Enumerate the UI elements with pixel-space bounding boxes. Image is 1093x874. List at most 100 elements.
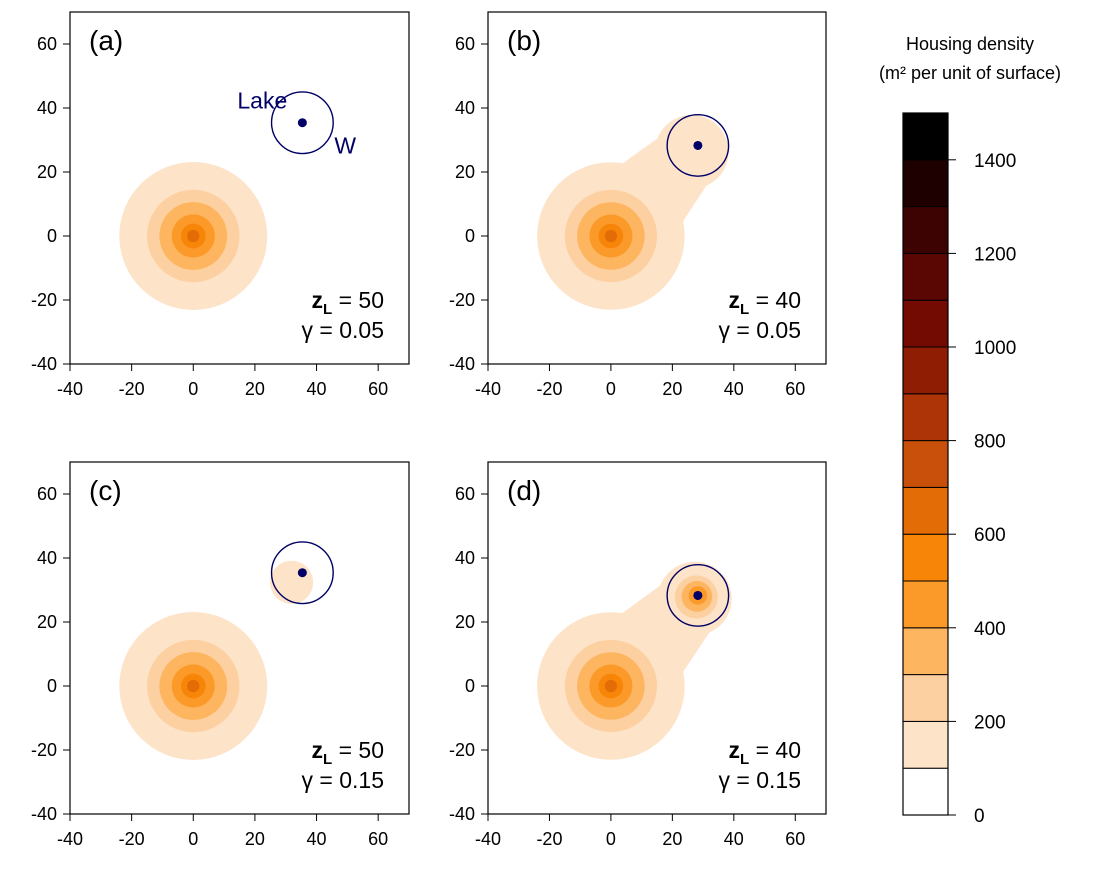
y-tick-label: 60 (37, 484, 57, 504)
x-tick-label: 0 (188, 829, 198, 849)
lake-point (693, 590, 703, 600)
colorbar-tick-label: 200 (974, 712, 1006, 733)
lake-contour-low (270, 560, 314, 604)
lake-circle (270, 91, 334, 155)
colorbar-tick-label: 0 (974, 806, 985, 827)
colorbar-frame (902, 112, 949, 816)
colorbar-swatch (902, 252, 949, 301)
y-tick-label: 20 (455, 612, 475, 632)
x-tick-label: -40 (57, 829, 83, 849)
gamma-annotation: γ = 0.05 (719, 317, 801, 343)
plot-area (537, 114, 730, 310)
colorbar-swatch (902, 767, 949, 816)
colorbar-title-line1: Housing density (906, 34, 1034, 54)
x-tick-label: 20 (662, 829, 682, 849)
plot-area (119, 541, 334, 760)
x-tick-label: 0 (188, 379, 198, 399)
colorbar-tick-label: 1400 (974, 151, 1016, 172)
x-tick-label: -20 (536, 379, 562, 399)
lake-point (297, 118, 307, 128)
panel-frame (69, 461, 410, 815)
panel-c: -40-40 -20 -20 0 0 20 20 40 40 60 60 (c) zL = 50γ = … (31, 461, 410, 849)
gamma-annotation: γ = 0.05 (302, 317, 384, 343)
x-tick-label: 20 (245, 379, 265, 399)
zl-annotation: zL = 50 (312, 287, 384, 318)
colorbar-swatch (902, 720, 949, 769)
y-tick-label: -20 (449, 740, 475, 760)
x-tick-label: -40 (57, 379, 83, 399)
zl-annotation: zL = 40 (729, 737, 801, 768)
colorbar-legend: Housing density (m² per unit of surface)… (879, 34, 1061, 827)
y-tick-label: -40 (31, 354, 57, 374)
x-tick-label: 20 (245, 829, 265, 849)
colorbar-swatch (902, 112, 949, 161)
y-tick-label: 20 (37, 162, 57, 182)
y-tick-label: -40 (449, 354, 475, 374)
density-bridge (572, 576, 718, 723)
y-tick-label: 60 (455, 484, 475, 504)
x-tick-label: 60 (368, 829, 388, 849)
y-tick-label: 40 (455, 548, 475, 568)
colorbar-tick-label: 1000 (974, 338, 1016, 359)
density-bridge (572, 130, 715, 273)
w-label: W (334, 133, 356, 159)
x-tick-label: 60 (368, 379, 388, 399)
colorbar-swatch (902, 159, 949, 208)
colorbar-swatch (902, 346, 949, 395)
y-tick-label: 0 (47, 226, 57, 246)
gamma-annotation: γ = 0.15 (719, 767, 801, 793)
panel-frame (69, 11, 410, 365)
lake-point (297, 568, 307, 578)
x-tick-label: 40 (307, 829, 327, 849)
y-tick-label: -40 (31, 804, 57, 824)
colorbar-swatch (902, 674, 949, 722)
y-tick-label: -20 (31, 740, 57, 760)
x-tick-label: 40 (307, 379, 327, 399)
y-tick-label: 60 (455, 34, 475, 54)
x-tick-label: 20 (662, 379, 682, 399)
city-contour-level-5 (187, 679, 200, 693)
y-tick-label: 0 (465, 226, 475, 246)
colorbar-tick-label: 600 (974, 525, 1006, 546)
lake-label: Lake (237, 88, 287, 114)
x-tick-label: 0 (606, 829, 616, 849)
y-tick-label: 0 (465, 676, 475, 696)
lake-circle (666, 564, 730, 627)
colorbar-swatch (902, 486, 949, 535)
plot-area (119, 91, 334, 310)
city-contour-level-5 (187, 229, 200, 243)
colorbar-swatch (902, 533, 949, 582)
lake-point (693, 140, 703, 150)
x-tick-label: -40 (475, 829, 501, 849)
panel-d: -40-40 -20 -20 0 0 20 20 40 40 60 60 (d) zL = 40γ = … (449, 461, 827, 849)
colorbar-swatch (902, 627, 949, 676)
y-tick-label: 0 (47, 676, 57, 696)
panel-label: (b) (507, 25, 541, 56)
colorbar-tick-label: 800 (974, 432, 1006, 453)
y-tick-label: 40 (455, 98, 475, 118)
x-tick-label: 60 (785, 829, 805, 849)
lake-circle (666, 114, 730, 177)
city-contour-level-5 (604, 229, 618, 243)
colorbar-swatch (902, 393, 949, 442)
x-tick-label: 0 (606, 379, 616, 399)
colorbar-title-line2: (m² per unit of surface) (879, 63, 1061, 83)
y-tick-label: -20 (449, 290, 475, 310)
x-tick-label: 40 (724, 829, 744, 849)
colorbar-swatch (902, 580, 949, 629)
panel-frame (487, 11, 827, 365)
y-tick-label: 40 (37, 548, 57, 568)
plot-area (537, 561, 732, 760)
panel-frame (487, 461, 827, 815)
gamma-annotation: γ = 0.15 (302, 767, 384, 793)
y-tick-label: -20 (31, 290, 57, 310)
x-tick-label: -20 (119, 829, 145, 849)
colorbar-swatch (902, 206, 949, 254)
x-tick-label: -20 (119, 379, 145, 399)
zl-annotation: zL = 40 (729, 287, 801, 318)
panel-label: (d) (507, 475, 541, 506)
panel-label: (a) (89, 25, 123, 56)
y-tick-label: 20 (455, 162, 475, 182)
colorbar-swatch (902, 299, 949, 348)
